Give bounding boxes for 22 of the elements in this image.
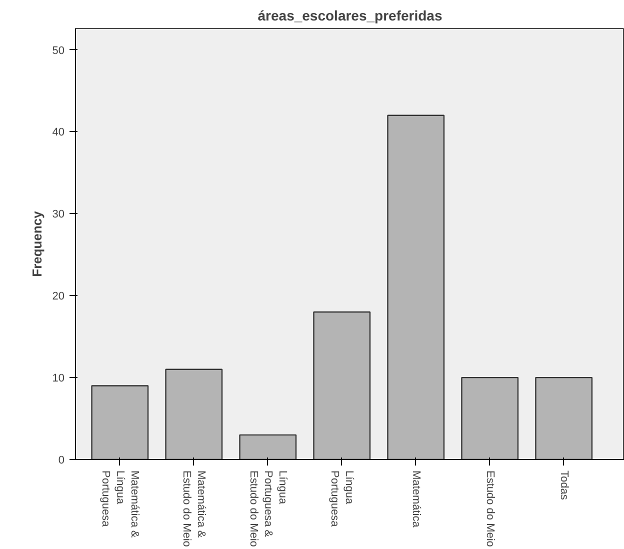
x-tick-label: Matemática & Estudo do Meio xyxy=(180,470,208,547)
bar xyxy=(91,385,149,460)
bar xyxy=(239,434,297,460)
bar xyxy=(313,311,371,460)
bar xyxy=(535,376,593,460)
y-tick-label: 0 xyxy=(58,454,65,466)
y-tick-label: 20 xyxy=(52,290,65,303)
x-tick-label: Todas xyxy=(558,470,570,500)
y-tick-label: 50 xyxy=(52,44,65,57)
x-tick-label: Estudo do Meio xyxy=(484,470,496,547)
bar xyxy=(461,376,519,460)
bar xyxy=(387,114,445,460)
y-tick-label: 40 xyxy=(52,126,65,139)
bar xyxy=(165,368,223,460)
x-tick-label: Língua Portuguesa & Estudo do Meio xyxy=(247,470,288,547)
y-tick-label: 30 xyxy=(52,208,65,221)
x-tick-label: Língua Portuguesa xyxy=(328,470,356,528)
y-tick-label: 10 xyxy=(52,372,65,385)
x-tick-label: Matemática xyxy=(410,470,422,528)
x-tick-label: Matemática & Língua Portuguesa xyxy=(99,470,140,538)
y-axis-title: Frequency xyxy=(29,210,44,277)
chart-title: áreas_escolares_preferidas xyxy=(258,8,442,24)
